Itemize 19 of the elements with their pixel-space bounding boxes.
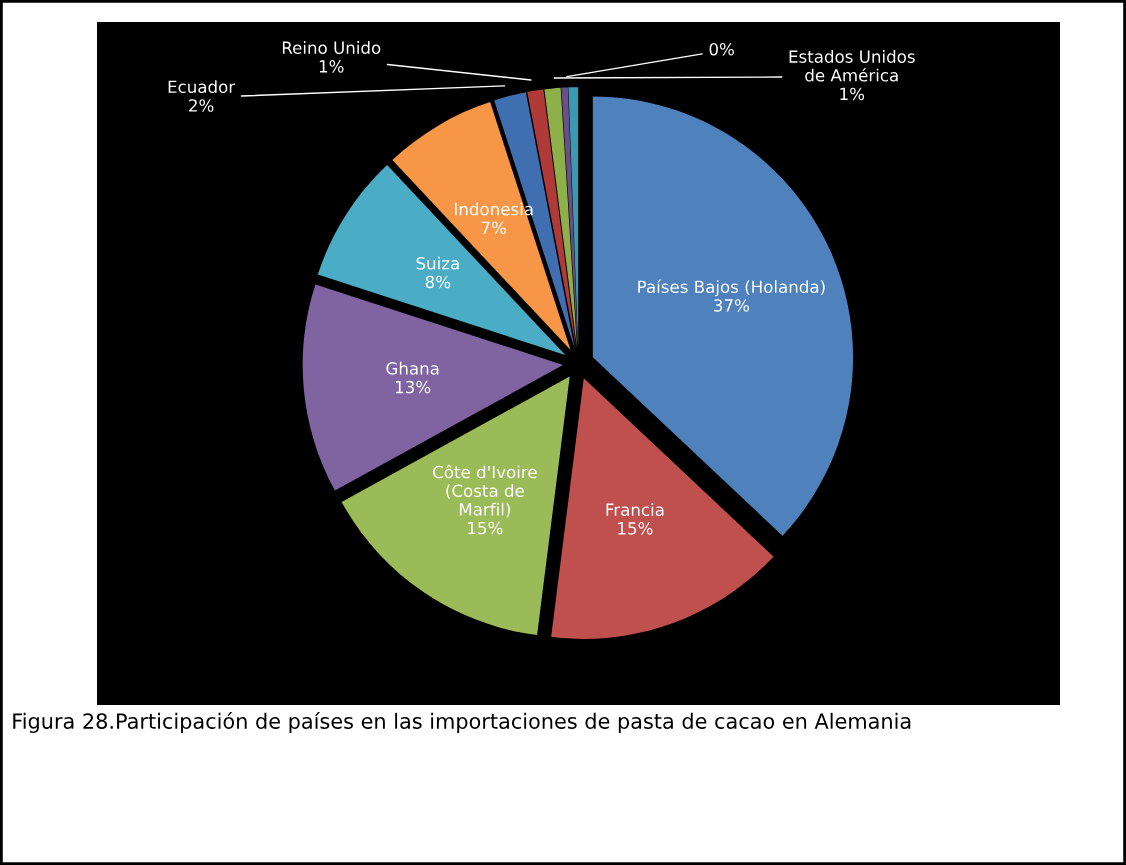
data-label: 13%: [395, 380, 431, 394]
data-label: 7%: [481, 221, 507, 235]
data-label: 0%: [709, 42, 734, 56]
data-label: 37%: [714, 299, 749, 312]
data-label: 8%: [425, 275, 451, 289]
slice-label: Ghana: [386, 361, 439, 375]
data-label: 1%: [319, 60, 344, 73]
data-label: 15%: [468, 521, 503, 535]
data-label: 2%: [189, 99, 214, 112]
data-label: 15%: [618, 522, 653, 535]
slice-label: Países Bajos (Holanda): [638, 279, 825, 297]
data-label: 1%: [840, 87, 865, 101]
slice-label: Francia: [606, 503, 664, 516]
slice-label: Reino Unido: [282, 41, 381, 54]
text: Figura 28.Participación de países en las importaciones de pasta de cacao en Alemania: [13, 712, 911, 733]
slice-label: Côte d'Ivoire (Costa de Marfil): [433, 464, 537, 518]
slice-label: Ecuador: [168, 80, 236, 94]
slice-label: Suiza: [416, 256, 459, 270]
slice-label: Estados Unidos de América: [789, 50, 915, 82]
